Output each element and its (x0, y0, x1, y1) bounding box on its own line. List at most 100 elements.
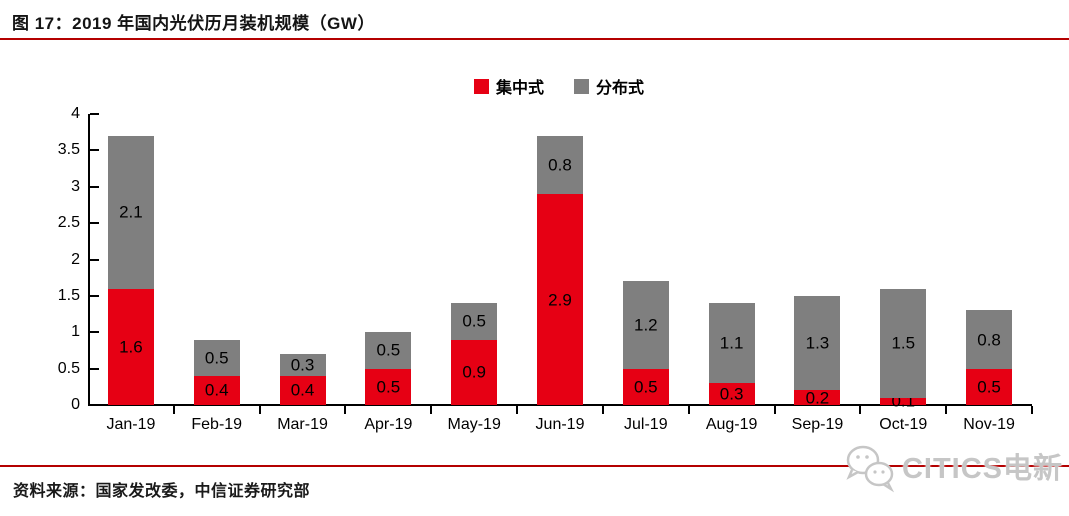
bar-segment-分布式-Sep-19: 1.3 (794, 295, 841, 391)
bar-segment-分布式-Oct-19: 1.5 (880, 288, 927, 398)
x-axis-tick (516, 406, 519, 414)
y-tick-label: 2 (71, 250, 80, 268)
bar-segment-集中式-Aug-19: 0.3 (708, 383, 755, 405)
bar-value-label: 0.4 (290, 380, 315, 400)
x-tick-label: Apr-19 (364, 416, 413, 433)
bar-segment-集中式-Apr-19: 0.5 (365, 368, 412, 405)
bar-value-label: 0.8 (977, 330, 1001, 350)
x-tick-label: Jun-19 (535, 416, 585, 433)
x-axis-tick (430, 406, 433, 414)
bar-segment-集中式-Feb-19: 0.4 (193, 375, 240, 405)
y-tick-label: 0 (71, 396, 80, 413)
bar-segment-分布式-Apr-19: 0.5 (365, 332, 412, 369)
x-axis-tick (773, 406, 776, 414)
y-tick-label: 0.5 (57, 359, 80, 377)
legend-label: 分布式 (596, 80, 645, 97)
bottom-divider-line (0, 465, 1069, 467)
x-axis-line (88, 404, 1032, 406)
bar-segment-集中式-Nov-19: 0.5 (966, 368, 1013, 405)
bar-value-label: 1.1 (719, 333, 744, 353)
bar-value-label: 0.5 (977, 377, 1001, 397)
y-axis-tick (90, 222, 99, 225)
bar-segment-分布式-Aug-19: 1.1 (708, 303, 755, 384)
logo-text: CITICS电新 (901, 453, 1063, 485)
legend-item-centralized: 集中式 (473, 74, 544, 98)
bar-value-label: 1.5 (891, 333, 916, 353)
bar-value-label: 1.6 (119, 337, 143, 357)
x-axis-tick (172, 406, 175, 414)
y-tick-label: 1 (71, 323, 80, 341)
bar-value-label: 0.5 (376, 340, 401, 360)
chart-legend: 集中式 分布式 (88, 74, 1030, 98)
wechat-icon (842, 441, 900, 498)
bar-segment-分布式-May-19: 0.5 (451, 303, 498, 340)
bar-segment-集中式-Jul-19: 0.5 (622, 368, 669, 405)
y-tick-label: 2.5 (57, 214, 80, 232)
x-tick-label: Jul-19 (624, 416, 668, 433)
bar-value-label: 0.5 (204, 348, 229, 368)
x-axis-tick (859, 406, 862, 414)
bar-value-label: 0.4 (204, 380, 229, 400)
y-axis-tick (90, 149, 99, 152)
legend-label: 集中式 (495, 80, 544, 97)
bar-segment-分布式-Jan-19: 2.1 (107, 135, 154, 289)
y-axis-tick (90, 367, 99, 370)
y-axis-tick (90, 258, 99, 261)
x-axis-tick (687, 406, 690, 414)
x-axis-tick (945, 406, 948, 414)
bar-segment-集中式-May-19: 0.9 (451, 339, 498, 405)
bar-value-label: 0.5 (376, 377, 401, 397)
bar-value-label: 0.3 (719, 384, 744, 404)
legend-swatch-gray (574, 78, 589, 94)
bar-segment-分布式-Mar-19: 0.3 (279, 354, 326, 376)
bar-value-label: 0.9 (462, 362, 486, 382)
y-axis-line (88, 114, 90, 406)
bar-value-label: 2.1 (119, 202, 143, 222)
citics-watermark-logo: CITICS电新 (842, 441, 1063, 498)
bar-value-label: 0.2 (805, 388, 830, 408)
x-axis-tick (1031, 406, 1033, 414)
figure-title: 图 17：2019 年国内光伏历月装机规模（GW） (12, 14, 375, 33)
bar-segment-集中式-Mar-19: 0.4 (279, 375, 326, 405)
x-tick-label: Mar-19 (277, 416, 328, 433)
y-axis-tick (90, 331, 99, 334)
x-axis-tick (601, 406, 604, 414)
legend-item-distributed: 分布式 (574, 74, 644, 98)
y-tick-label: 1.5 (57, 286, 80, 304)
y-axis-tick (90, 113, 99, 115)
y-tick-label: 3.5 (57, 141, 80, 159)
x-tick-label: Sep-19 (791, 416, 844, 433)
bar-segment-分布式-Jun-19: 0.8 (537, 135, 583, 194)
y-tick-label: 3 (71, 177, 80, 195)
bar-segment-集中式-Sep-19: 0.2 (794, 388, 841, 408)
x-tick-label: Oct-19 (879, 416, 928, 433)
source-note: 资料来源：国家发改委，中信证券研究部 (13, 483, 311, 500)
x-tick-label: May-19 (447, 416, 501, 433)
bar-segment-集中式-Oct-19: 0.1 (880, 393, 927, 410)
bar-segment-集中式-Jan-19: 1.6 (107, 288, 154, 405)
x-tick-label: Feb-19 (191, 416, 243, 433)
bar-value-label: 1.3 (805, 333, 830, 353)
bar-value-label: 0.8 (548, 155, 572, 175)
y-tick-label: 4 (71, 105, 80, 122)
y-axis-tick (90, 185, 99, 188)
x-tick-label: Aug-19 (705, 416, 758, 433)
x-tick-label: Nov-19 (963, 416, 1015, 433)
y-axis-tick (90, 294, 99, 297)
x-axis-tick (258, 406, 261, 414)
x-tick-label: Jan-19 (106, 416, 156, 433)
bar-segment-分布式-Feb-19: 0.5 (193, 339, 240, 376)
bar-segment-分布式-Nov-19: 0.8 (966, 310, 1013, 369)
top-divider-line (0, 38, 1069, 40)
bar-value-label: 0.5 (462, 311, 486, 331)
bar-value-label: 2.9 (548, 290, 572, 309)
bar-segment-分布式-Jul-19: 1.2 (622, 281, 669, 369)
bar-value-label: 0.3 (290, 355, 315, 375)
bar-segment-集中式-Jun-19: 2.9 (537, 194, 583, 405)
legend-swatch-red (473, 78, 489, 94)
bar-value-label: 0.5 (633, 377, 658, 397)
x-axis-tick (344, 406, 347, 414)
bar-value-label: 1.2 (633, 315, 658, 335)
